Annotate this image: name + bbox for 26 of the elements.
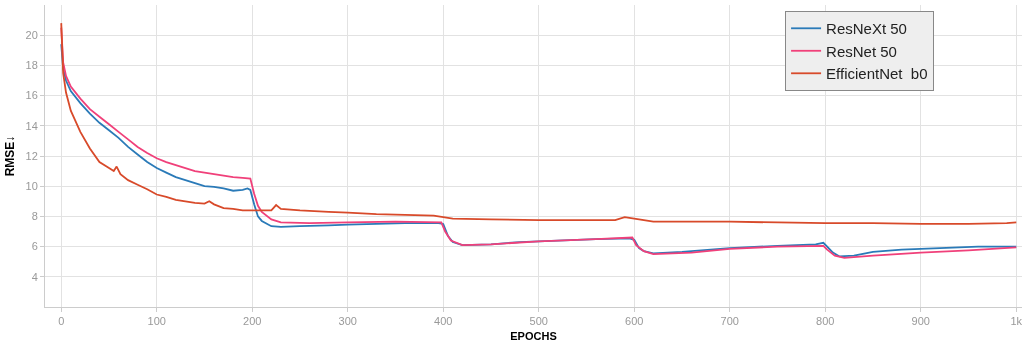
- x-tick-label: 300: [338, 315, 357, 328]
- x-tick-label: 700: [720, 315, 739, 328]
- y-tick-label: 8: [31, 210, 38, 223]
- legend-label: EfficientNet b0: [826, 65, 928, 83]
- x-tick-label: 600: [625, 315, 644, 328]
- y-tick-label: 18: [25, 59, 38, 72]
- y-tick-label: 16: [25, 89, 38, 102]
- y-tick-label: 12: [25, 149, 38, 162]
- x-tick-label: 400: [434, 315, 453, 328]
- legend-label: ResNet 50: [826, 42, 897, 60]
- x-tick-label: 800: [816, 315, 835, 328]
- legend-label: ResNeXt 50: [826, 20, 907, 38]
- x-tick-label: 500: [529, 315, 548, 328]
- x-tick-label: 0: [58, 315, 65, 328]
- y-tick-label: 10: [25, 180, 38, 193]
- y-tick-label: 6: [31, 240, 38, 253]
- line-series: [60, 22, 1018, 225]
- x-tick-label: 900: [911, 315, 930, 328]
- x-tick-label: 100: [147, 315, 166, 328]
- x-axis-title: EPOCHS: [510, 330, 557, 343]
- y-axis-title: RMSE↓: [2, 135, 17, 177]
- y-tick-label: 14: [25, 119, 38, 132]
- y-tick-label: 20: [25, 29, 38, 42]
- y-tick-label: 4: [31, 270, 38, 283]
- x-tick-label: 200: [243, 315, 262, 328]
- x-tick-label: 1k: [1010, 315, 1023, 328]
